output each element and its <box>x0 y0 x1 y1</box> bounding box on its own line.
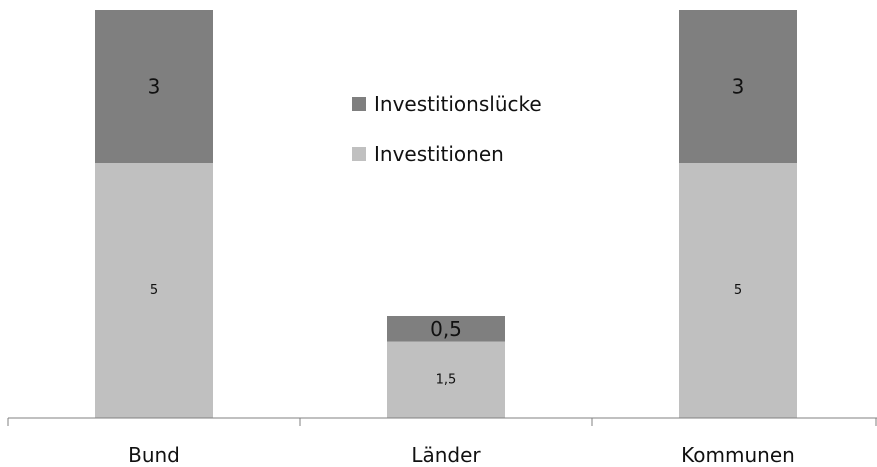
legend-swatch-investitionen <box>352 147 366 161</box>
data-label: 5 <box>150 283 158 298</box>
category-label-kommunen: Kommunen <box>681 443 795 467</box>
data-label: 5 <box>734 283 742 298</box>
category-label-länder: Länder <box>411 443 481 467</box>
legend-label-investitionen: Investitionen <box>374 142 504 166</box>
legend: Investitionslücke Investitionen <box>352 92 542 166</box>
segment-labels-group: 5 3 1,5 0,5 5 3 <box>148 75 745 388</box>
bar-investitionen-bund <box>95 163 213 418</box>
data-label: 0,5 <box>430 317 462 341</box>
x-axis <box>7 417 877 426</box>
category-label-bund: Bund <box>128 443 180 467</box>
legend-swatch-investitionslücke <box>352 97 366 111</box>
bar-investitionen-kommunen <box>679 163 797 418</box>
category-labels-group: Bund Länder Kommunen <box>128 443 795 467</box>
bar-investitionslücke-länder <box>387 316 505 342</box>
data-label: 1,5 <box>436 372 457 387</box>
data-label: 3 <box>148 75 161 99</box>
bar-investitionslücke-kommunen <box>679 10 797 163</box>
data-label: 3 <box>732 75 745 99</box>
bar-investitionen-länder <box>387 341 505 418</box>
legend-label-investitionslücke: Investitionslücke <box>374 92 542 116</box>
bars-group <box>95 10 797 418</box>
bar-investitionslücke-bund <box>95 10 213 163</box>
